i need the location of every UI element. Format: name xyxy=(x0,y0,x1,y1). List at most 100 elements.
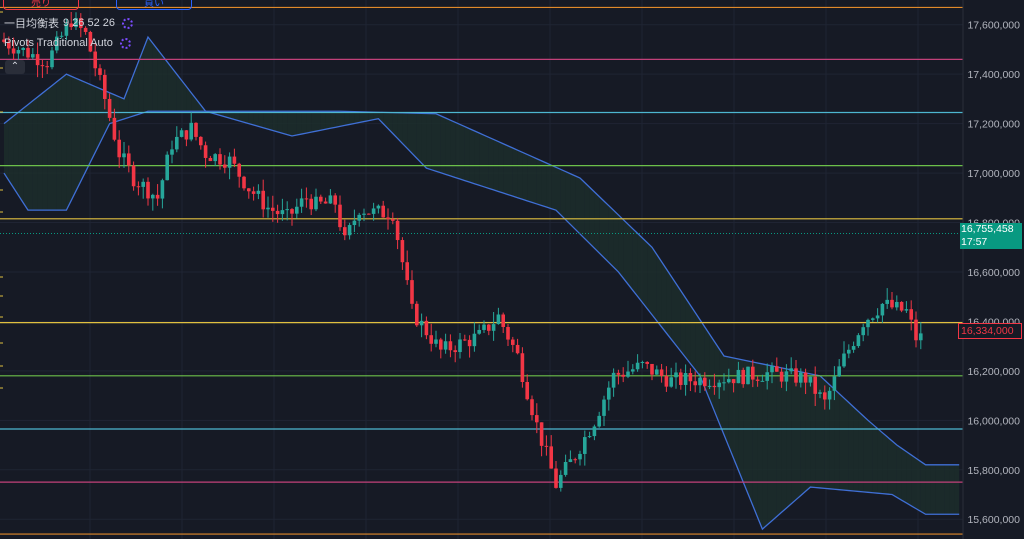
cloud-segment xyxy=(661,261,667,334)
price-axis-panel xyxy=(963,0,1024,539)
candle-body xyxy=(443,341,448,350)
candle-body xyxy=(871,318,875,320)
candle-body xyxy=(880,303,885,316)
cloud-segment xyxy=(4,119,9,181)
candle-body xyxy=(376,205,381,209)
cloud-segment xyxy=(172,67,177,112)
pivots-legend[interactable]: Pivots Traditional Auto xyxy=(4,37,131,49)
candle-body xyxy=(491,324,496,331)
buy-button[interactable]: 買い xyxy=(116,0,192,10)
chevron-up-icon: ⌃ xyxy=(10,61,20,72)
cloud-segment xyxy=(916,458,921,512)
candle-body xyxy=(2,39,6,42)
cloud-segment xyxy=(268,111,273,131)
candle-body xyxy=(827,390,832,400)
candle-body xyxy=(597,415,601,427)
price-tick-label: 16,200,000 xyxy=(967,366,1020,378)
collapse-legend-button[interactable]: ⌃ xyxy=(5,60,25,74)
price-tick-label: 16,600,000 xyxy=(967,267,1020,279)
cloud-segment xyxy=(584,182,590,244)
cloud-segment xyxy=(464,126,470,183)
candle-body xyxy=(299,198,304,207)
candle-body xyxy=(352,220,357,226)
cloud-segment xyxy=(455,122,460,180)
cloud-segment xyxy=(263,111,268,130)
cloud-segment xyxy=(354,111,360,124)
cloud-segment xyxy=(892,440,897,498)
candle-body xyxy=(631,369,635,372)
candle-body xyxy=(914,319,918,341)
cloud-segment xyxy=(133,61,139,116)
cloud-segment xyxy=(700,319,705,388)
candle-body xyxy=(717,382,721,388)
candle-body xyxy=(544,445,549,447)
candle-body xyxy=(818,392,822,394)
candle-body xyxy=(472,333,477,347)
candle-body xyxy=(890,299,894,308)
candle-body xyxy=(415,303,419,326)
cloud-segment xyxy=(316,111,321,132)
candle-body xyxy=(362,213,366,215)
cloud-segment xyxy=(954,464,960,515)
candle-body xyxy=(26,47,30,58)
cloud-segment xyxy=(373,112,379,120)
price-tick-label: 17,400,000 xyxy=(967,69,1020,81)
candle-body xyxy=(424,320,429,336)
cloud-segment xyxy=(272,111,278,132)
cloud-segment xyxy=(680,290,686,358)
cloud-segment xyxy=(445,118,451,176)
cloud-segment xyxy=(834,389,840,490)
candle-body xyxy=(21,47,25,51)
candle-body xyxy=(251,191,256,194)
cloud-segment xyxy=(340,111,345,127)
cloud-segment xyxy=(196,98,201,112)
cloud-segment xyxy=(47,85,52,211)
candle-body xyxy=(208,157,213,162)
cloud-segment xyxy=(416,113,422,164)
candle-body xyxy=(679,372,683,385)
cloud-segment xyxy=(776,366,782,517)
cloud-segment xyxy=(613,210,619,272)
candle-body xyxy=(35,54,40,66)
cloud-segment xyxy=(90,84,96,163)
candle-body xyxy=(583,437,587,454)
candle-body xyxy=(611,372,616,388)
candle-body xyxy=(751,366,755,380)
cloud-segment xyxy=(76,78,81,191)
cloud-segment xyxy=(440,115,446,175)
cloud-segment xyxy=(56,77,62,211)
candle-body xyxy=(232,156,237,164)
cloud-segment xyxy=(364,111,369,122)
candle-body xyxy=(559,474,563,488)
candle-body xyxy=(391,219,395,221)
candle-body xyxy=(784,371,789,382)
cloud-segment xyxy=(431,113,436,172)
candle-body xyxy=(371,208,376,214)
candle-body xyxy=(727,379,731,383)
candle-body xyxy=(131,165,136,187)
cloud-segment xyxy=(800,371,806,496)
candle-body xyxy=(919,333,923,341)
candle-body xyxy=(434,339,438,344)
cloud-segment xyxy=(460,124,465,181)
cloud-segment xyxy=(551,165,556,211)
cloud-segment xyxy=(743,359,748,494)
cloud-segment xyxy=(690,305,696,370)
ichimoku-legend[interactable]: 一目均衡表 9 26 52 26 xyxy=(4,15,133,31)
cloud-segment xyxy=(738,359,744,482)
candle-body xyxy=(122,153,126,158)
candle-body xyxy=(578,453,582,460)
candle-body xyxy=(885,299,889,304)
cloud-segment xyxy=(479,133,484,187)
candle-body xyxy=(98,68,102,75)
candle-body xyxy=(463,339,467,341)
candle-body xyxy=(511,339,515,345)
cloud-segment xyxy=(647,242,652,315)
cloud-segment xyxy=(556,167,561,215)
sell-button[interactable]: 売り xyxy=(3,0,79,10)
cloud-segment xyxy=(868,420,873,493)
cloud-segment xyxy=(805,372,811,492)
candle-body xyxy=(895,301,899,308)
candle-body xyxy=(338,204,342,228)
